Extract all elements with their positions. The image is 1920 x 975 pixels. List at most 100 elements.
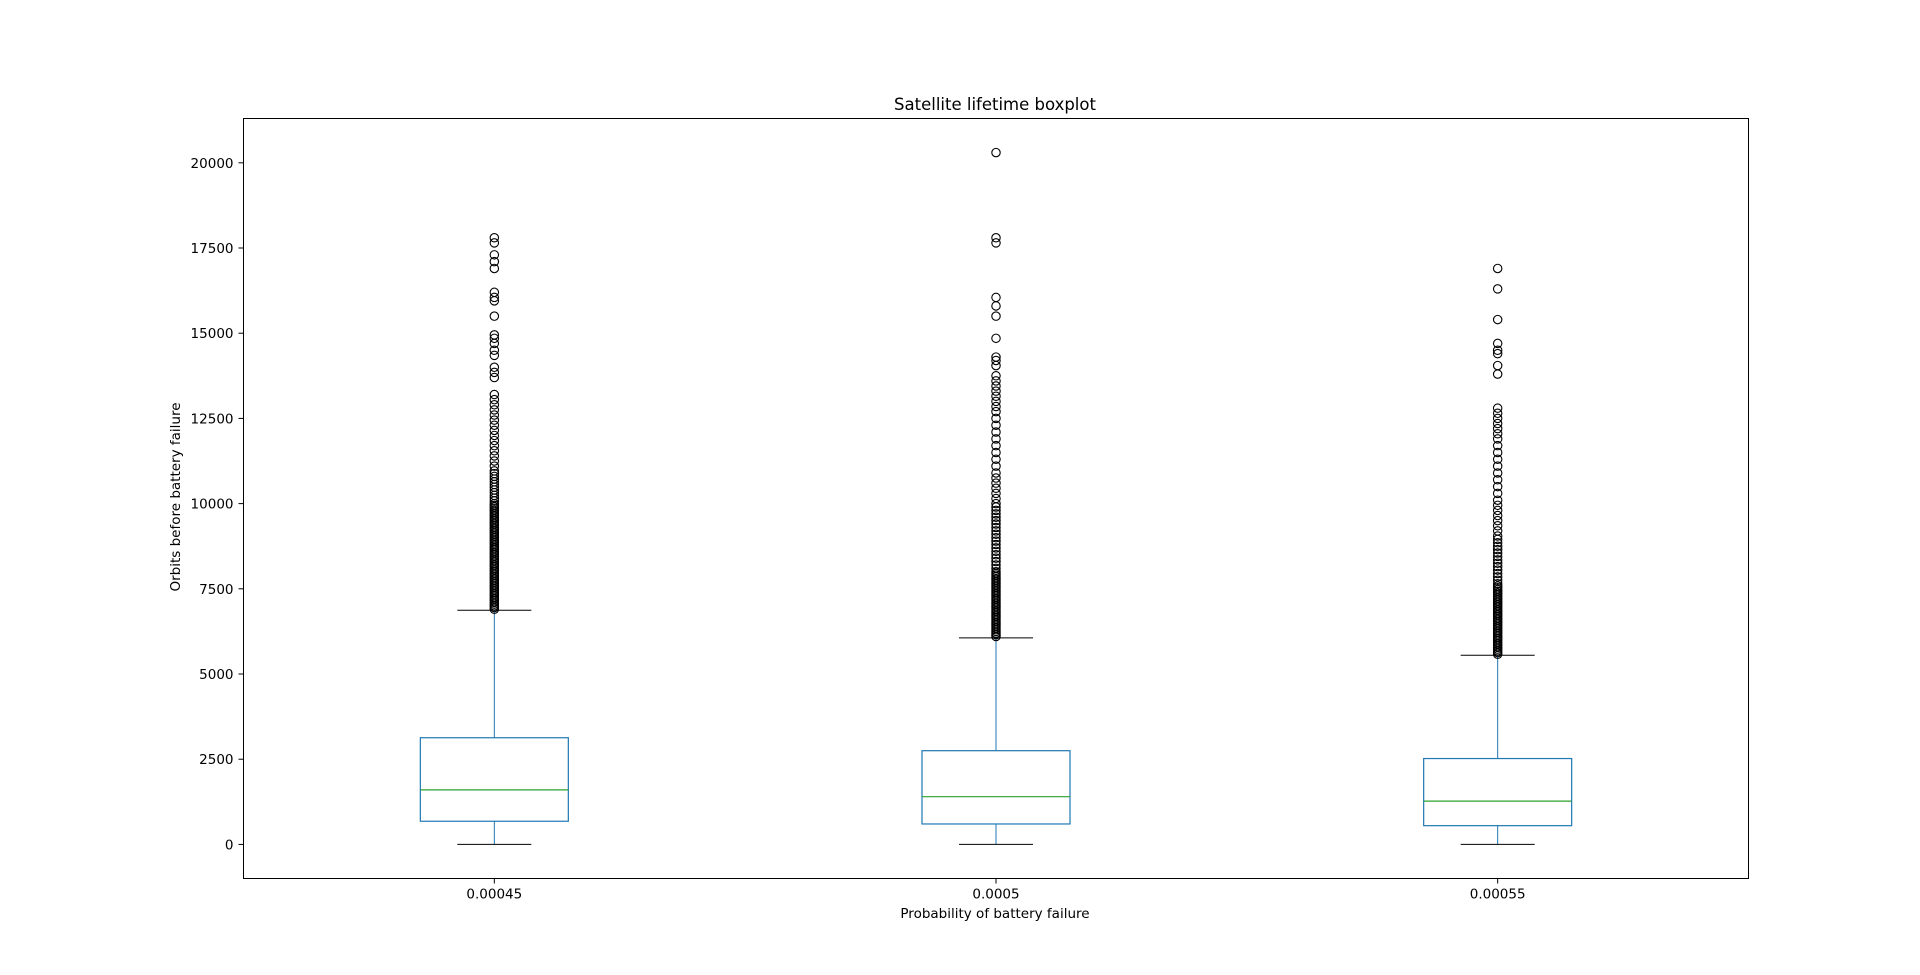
outlier-point [489, 238, 500, 248]
outlier-point [489, 400, 500, 410]
outlier-point [1492, 263, 1503, 274]
box-iqr [1423, 757, 1573, 827]
outlier-point [1492, 568, 1503, 579]
outlier-point [991, 447, 1001, 458]
outlier-point [489, 440, 500, 451]
outlier-point [489, 415, 500, 425]
outlier-point [991, 461, 1001, 471]
outlier-point [1492, 572, 1503, 582]
outlier-point [1492, 413, 1503, 424]
outlier-point [1492, 403, 1503, 413]
outlier-point [991, 473, 1001, 483]
outlier-point [489, 250, 500, 260]
outlier-point [991, 386, 1001, 396]
outlier-point [991, 549, 1001, 560]
outlier-point [1492, 515, 1503, 526]
outlier-point [991, 440, 1001, 451]
outlier-point [1492, 495, 1503, 505]
box-group [419, 233, 569, 845]
outlier-point [489, 350, 500, 361]
outlier-point [489, 425, 500, 436]
outlier-point [991, 420, 1001, 430]
outlier-point [1492, 581, 1503, 591]
outlier-point [991, 468, 1001, 478]
outlier-point [489, 394, 500, 405]
outlier-point [489, 446, 500, 456]
outlier-point [489, 367, 500, 378]
outlier-point [991, 238, 1001, 248]
outlier-point [1492, 538, 1503, 548]
outlier-point [991, 509, 1001, 519]
outlier-point [991, 563, 1001, 574]
outlier-point [489, 330, 500, 340]
outlier-point [991, 512, 1001, 522]
outlier-point [489, 471, 500, 482]
y-tick-label: 7500 [199, 582, 233, 598]
outlier-point [1492, 551, 1503, 562]
outlier-point [991, 543, 1001, 553]
outlier-point [489, 435, 500, 446]
outlier-point [1492, 500, 1503, 511]
outlier-point [991, 391, 1001, 402]
outlier-point [991, 333, 1001, 344]
outlier-point [991, 539, 1001, 550]
outlier-point [1492, 434, 1503, 444]
outlier-point [1492, 338, 1503, 349]
outlier-point [1492, 531, 1503, 541]
outlier-point [489, 466, 500, 476]
outlier-point [991, 427, 1001, 437]
outlier-point [1492, 510, 1503, 521]
outlier-point [991, 147, 1001, 158]
outlier-point [991, 233, 1001, 243]
y-tick-label: 12500 [191, 411, 234, 427]
outlier-point [991, 401, 1001, 412]
outlier-point [991, 498, 1001, 509]
outlier-point [1492, 544, 1503, 555]
outlier-point [991, 406, 1001, 417]
outlier-point [489, 456, 500, 466]
box-group [921, 147, 1071, 845]
outlier-point [489, 362, 500, 373]
outlier-point [1492, 548, 1503, 558]
outlier-point [991, 493, 1001, 504]
outlier-point [489, 372, 500, 383]
outlier-point [489, 468, 500, 479]
y-tick-label: 0 [225, 837, 234, 853]
outlier-point [1492, 360, 1503, 371]
chart-title: Satellite lifetime boxplot [894, 95, 1096, 114]
outlier-point [489, 461, 500, 471]
outlier-point [1492, 345, 1503, 355]
outlier-point [991, 292, 1001, 303]
outlier-point [991, 355, 1001, 366]
outlier-point [489, 430, 500, 441]
outlier-point [1492, 314, 1503, 325]
outlier-point [489, 263, 500, 274]
outlier-point [489, 311, 500, 321]
y-axis-label: Orbits before battery failure [168, 402, 184, 591]
outlier-point [1492, 348, 1503, 359]
outlier-point [991, 560, 1001, 570]
plot-area: 0 2500 5000 7500 10000 12500 15000 17500 20000 0.… [191, 147, 1573, 903]
outlier-point [1492, 575, 1503, 586]
y-tick-label: 2500 [199, 752, 233, 768]
outlier-point [1492, 454, 1503, 465]
y-tick-label: 5000 [199, 667, 233, 683]
box-group [1423, 263, 1573, 845]
outlier-point [1492, 475, 1503, 485]
outlier-point [1492, 555, 1503, 565]
outlier-point [1492, 461, 1503, 471]
outlier-point [1492, 423, 1503, 434]
outlier-point [1492, 284, 1503, 294]
outlier-point [1492, 440, 1503, 451]
outlier-point [1492, 408, 1503, 419]
outlier-point [991, 381, 1001, 391]
outlier-point [991, 567, 1001, 577]
outlier-point [991, 483, 1001, 494]
outlier-point [991, 556, 1001, 567]
outlier-point [991, 434, 1001, 444]
outlier-point [1492, 428, 1503, 439]
outlier-point [991, 352, 1001, 362]
outlier-point [991, 478, 1001, 488]
outlier-point [991, 553, 1001, 563]
